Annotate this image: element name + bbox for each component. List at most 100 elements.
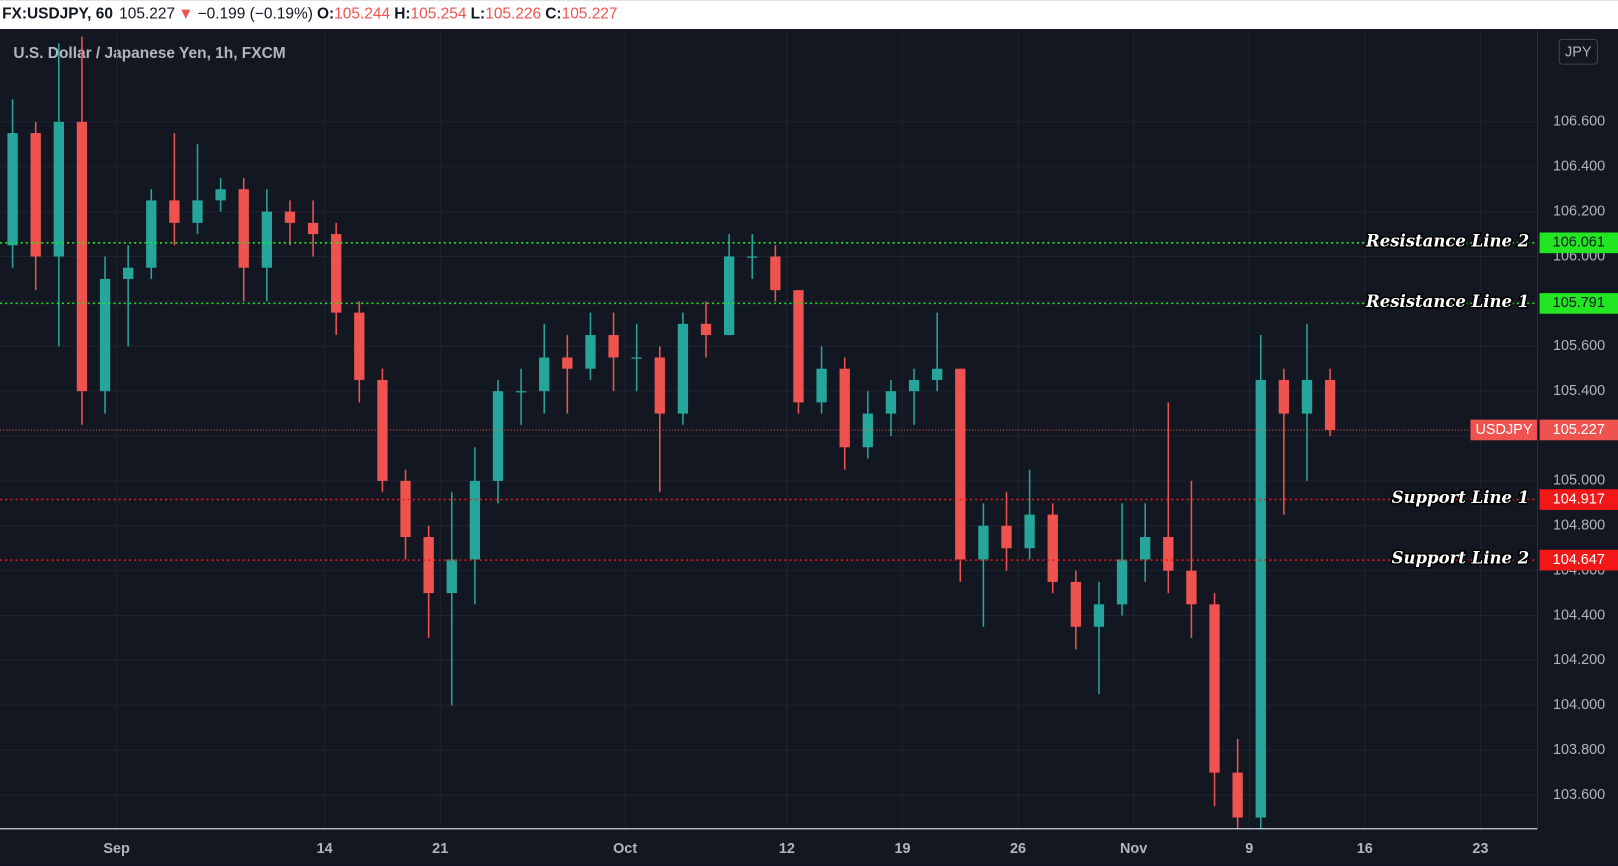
x-tick-label: 21 (432, 841, 448, 857)
candle-body (955, 368, 966, 560)
y-tick-label: 103.800 (1553, 742, 1605, 758)
candle-body (146, 200, 157, 268)
candle-body (1140, 537, 1151, 560)
candle-body (169, 200, 180, 223)
open: 105.244 (334, 6, 390, 23)
candle-body (585, 335, 596, 369)
x-tick-label: Sep (103, 841, 130, 857)
candle-body (7, 133, 18, 246)
candle-body (331, 234, 342, 313)
candle-body (492, 391, 504, 481)
candle-body (215, 189, 226, 201)
y-tick-label: 104.200 (1553, 652, 1605, 668)
y-tick-label: 106.200 (1553, 203, 1605, 219)
y-tick-label: 105.000 (1553, 473, 1605, 489)
candle-body (816, 368, 827, 403)
candle-body (1116, 559, 1128, 605)
candle-body (400, 480, 411, 538)
candle-body (99, 278, 111, 392)
x-tick-label: 14 (317, 841, 333, 857)
candle-body (446, 559, 457, 594)
currency-badge[interactable] (1558, 38, 1598, 65)
grid (0, 29, 1538, 829)
candle-body (562, 357, 573, 369)
change: −0.199 (−0.19%) (198, 6, 313, 23)
chart-title: U.S. Dollar / Japanese Yen, 1h, FXCM (13, 45, 285, 62)
candle-body (284, 211, 296, 223)
y-tick-label: 104.800 (1553, 518, 1605, 534)
candle-body (677, 323, 689, 414)
low: 105.226 (485, 6, 541, 23)
header: FX:USDJPY, 60 105.227 ▼ −0.199 (−0.19%) O:10… (2, 6, 617, 23)
candle-body (608, 335, 619, 358)
candle-body (30, 133, 41, 257)
candle-body (1001, 525, 1012, 549)
level-tag (1539, 232, 1618, 254)
x-tick-label: 9 (1245, 841, 1253, 857)
x-tick-label: Oct (613, 841, 637, 857)
candle-body (1163, 537, 1174, 571)
candle-body (839, 368, 850, 448)
candle-body (747, 256, 758, 258)
candle-body (261, 211, 273, 268)
candle-body (793, 290, 804, 403)
candle-body (1232, 772, 1243, 818)
x-tick-label: 23 (1472, 841, 1488, 857)
level-value: 106.061 (1553, 235, 1605, 251)
candle-body (1186, 570, 1197, 605)
high-label: H: (394, 6, 410, 23)
level-label: Resistance Line 1 (1365, 291, 1529, 311)
level-tag (1539, 549, 1618, 571)
header-bar (0, 0, 1618, 30)
overlays: 103.600 103.800 104.000 104.200 104.400 104.6… (0, 114, 1618, 857)
candle-body (631, 357, 642, 359)
candle-body (1255, 379, 1266, 818)
candle-body (354, 312, 365, 380)
x-tick-label: 26 (1010, 841, 1026, 857)
y-tick-label: 106.600 (1553, 114, 1605, 130)
candle-body (723, 256, 735, 336)
candle-body (123, 267, 134, 279)
candle-body (770, 256, 781, 291)
open-label: O: (317, 6, 334, 23)
y-tick-label: 104.000 (1553, 697, 1605, 713)
last: 105.227 (119, 6, 175, 23)
level-tag (1539, 293, 1618, 314)
candle-body (307, 222, 319, 235)
y-tick-label: 103.600 (1553, 787, 1605, 803)
candle-body (53, 121, 64, 257)
candle-body (1301, 379, 1313, 414)
close: 105.227 (562, 6, 618, 23)
last-price-value: 105.227 (1553, 422, 1605, 438)
candle-body (885, 391, 897, 414)
candle-body (1209, 604, 1220, 773)
candle-body (654, 357, 665, 414)
last-price-name: USDJPY (1475, 422, 1532, 438)
close-label: C: (545, 6, 561, 23)
candle-body (192, 200, 203, 223)
level-value: 105.791 (1553, 295, 1605, 311)
candle-body (932, 368, 943, 380)
candle-body (1093, 604, 1105, 627)
y-tick-label: 105.400 (1553, 383, 1605, 399)
x-tick-label: 19 (894, 841, 910, 857)
level-tag (1539, 489, 1618, 510)
y-tick-label: 104.400 (1553, 607, 1605, 623)
y-tick-label: 106.400 (1553, 159, 1605, 175)
candle-body (1047, 514, 1058, 582)
candle-body (1024, 514, 1035, 549)
candle-body (76, 121, 88, 392)
last-price-name-tag (1470, 419, 1538, 441)
level-value: 104.917 (1553, 491, 1605, 507)
x-tick-label: 16 (1357, 841, 1373, 857)
candle-body (978, 525, 989, 560)
candle-body (515, 391, 527, 393)
candle-body (377, 379, 388, 481)
level-label: Resistance Line 2 (1365, 230, 1529, 250)
candle-body (1278, 379, 1290, 414)
candle-body (238, 189, 249, 268)
last-price-tag (1539, 419, 1618, 441)
